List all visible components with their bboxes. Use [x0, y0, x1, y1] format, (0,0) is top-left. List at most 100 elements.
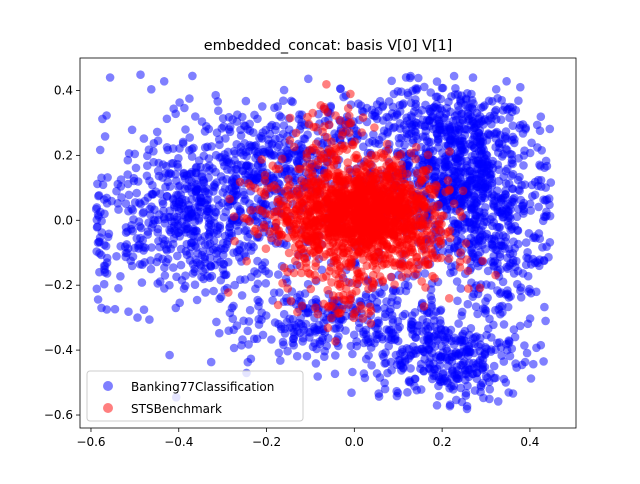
scatter-point — [124, 190, 134, 200]
scatter-point — [215, 294, 224, 304]
scatter-point — [185, 94, 194, 103]
scatter-point — [311, 328, 321, 337]
scatter-point — [407, 317, 416, 326]
scatter-point — [471, 222, 480, 232]
scatter-point — [429, 190, 439, 199]
scatter-point — [354, 275, 364, 285]
scatter-point — [488, 159, 497, 169]
scatter-point — [435, 355, 445, 365]
scatter-point — [254, 301, 263, 311]
scatter-point — [457, 307, 467, 317]
scatter-point — [472, 211, 481, 221]
scatter-point — [188, 259, 198, 269]
scatter-point — [398, 100, 407, 110]
scatter-point — [311, 123, 321, 132]
scatter-point — [469, 363, 479, 373]
scatter-point — [298, 337, 308, 346]
scatter-point — [184, 175, 194, 185]
scatter-point — [116, 272, 125, 281]
scatter-point — [369, 222, 379, 232]
scatter-point — [418, 315, 428, 324]
scatter-point — [326, 262, 336, 272]
scatter-point — [304, 119, 314, 129]
scatter-point — [148, 190, 157, 199]
legend-label-stsbenchmark: STSBenchmark — [131, 402, 222, 416]
scatter-point — [385, 325, 394, 335]
scatter-point — [95, 233, 105, 242]
scatter-point — [250, 110, 259, 120]
scatter-point — [323, 303, 333, 312]
scatter-point — [213, 97, 222, 106]
scatter-point — [516, 195, 526, 205]
scatter-point — [383, 127, 392, 137]
scatter-point — [304, 207, 314, 216]
scatter-point — [181, 125, 190, 134]
y-tick-label: 0.4 — [54, 83, 73, 97]
scatter-point — [225, 194, 234, 204]
scatter-point — [369, 130, 378, 139]
scatter-point — [245, 126, 255, 136]
scatter-point — [396, 124, 405, 133]
scatter-point — [489, 218, 499, 227]
scatter-point — [457, 155, 466, 165]
scatter-point — [180, 103, 189, 113]
scatter-point — [246, 354, 256, 364]
scatter-point — [411, 118, 420, 127]
scatter-point — [154, 158, 163, 168]
scatter-point — [244, 340, 253, 349]
scatter-point — [489, 361, 499, 371]
scatter-point — [165, 350, 174, 360]
scatter-point — [434, 119, 444, 128]
scatter-point — [320, 102, 329, 112]
scatter-point — [154, 252, 163, 262]
scatter-point — [271, 218, 281, 228]
scatter-point — [504, 388, 513, 397]
scatter-point — [522, 348, 532, 358]
scatter-point — [514, 96, 523, 105]
scatter-point — [333, 210, 342, 220]
scatter-point — [419, 302, 429, 311]
scatter-point — [421, 283, 430, 292]
scatter-point — [303, 112, 312, 122]
scatter-point — [185, 249, 195, 258]
scatter-point — [431, 167, 440, 176]
scatter-point — [444, 294, 454, 303]
scatter-point — [411, 131, 421, 141]
scatter-point — [426, 353, 435, 362]
scatter-point — [334, 186, 343, 195]
scatter-point — [345, 128, 354, 137]
scatter-point — [97, 216, 106, 226]
scatter-point — [284, 248, 294, 258]
scatter-point — [296, 244, 306, 254]
scatter-point — [493, 259, 502, 268]
scatter-point — [303, 130, 312, 139]
scatter-point — [508, 258, 518, 268]
scatter-point — [397, 160, 406, 169]
scatter-point — [476, 181, 486, 190]
scatter-point — [499, 172, 508, 181]
scatter-point — [535, 126, 545, 135]
scatter-point — [437, 83, 447, 93]
scatter-point — [397, 238, 407, 247]
scatter-point — [224, 288, 233, 297]
scatter-point — [322, 272, 331, 281]
scatter-point — [417, 176, 426, 186]
scatter-point — [116, 175, 126, 184]
scatter-point — [444, 328, 453, 338]
scatter-point — [153, 279, 162, 288]
scatter-point — [215, 223, 225, 233]
scatter-point — [312, 187, 322, 196]
scatter-point — [311, 258, 321, 268]
scatter-point — [295, 110, 304, 119]
scatter-point — [369, 270, 378, 280]
scatter-point — [238, 187, 248, 196]
scatter-point — [420, 212, 429, 221]
scatter-point — [498, 213, 508, 222]
scatter-point — [461, 239, 471, 248]
scatter-point — [476, 380, 486, 390]
scatter-point — [285, 136, 295, 145]
scatter-point — [423, 254, 433, 264]
scatter-point — [130, 149, 140, 159]
scatter-point — [484, 324, 493, 334]
scatter-point — [166, 169, 176, 179]
